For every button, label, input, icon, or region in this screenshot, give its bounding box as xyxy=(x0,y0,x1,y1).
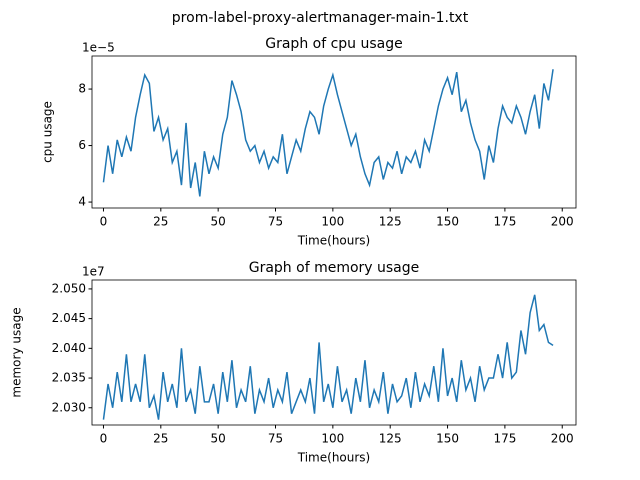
line-series xyxy=(102,69,554,197)
x-tick-label: 100 xyxy=(321,432,344,446)
x-axis-label: Time(hours) xyxy=(297,234,370,248)
offset-text: 1e7 xyxy=(82,265,105,279)
y-tick-label: 6 xyxy=(78,138,86,152)
x-tick-label: 125 xyxy=(379,432,402,446)
x-tick-label: 175 xyxy=(493,432,516,446)
axes-frame xyxy=(91,55,577,209)
y-tick-label: 2.040 xyxy=(52,341,86,355)
x-tick-label: 0 xyxy=(100,432,108,446)
x-tick-label: 0 xyxy=(100,215,108,229)
x-tick-label: 150 xyxy=(436,432,459,446)
y-tick-label: 2.050 xyxy=(52,281,86,295)
x-tick-label: 75 xyxy=(268,215,283,229)
x-tick-label: 200 xyxy=(551,432,574,446)
x-tick-label: 25 xyxy=(153,215,168,229)
x-tick-label: 125 xyxy=(379,215,402,229)
x-axis-label: Time(hours) xyxy=(297,451,370,465)
y-axis-label: memory usage xyxy=(10,307,24,397)
x-tick-label: 200 xyxy=(551,215,574,229)
line-series xyxy=(102,294,554,420)
y-tick-label: 4 xyxy=(78,195,86,209)
y-tick-label: 2.030 xyxy=(52,400,86,414)
y-tick-label: 2.045 xyxy=(52,311,86,325)
x-tick-label: 175 xyxy=(493,215,516,229)
x-tick-label: 150 xyxy=(436,215,459,229)
x-tick-label: 50 xyxy=(211,432,226,446)
axes-title: Graph of cpu usage xyxy=(265,36,403,52)
x-tick-label: 75 xyxy=(268,432,283,446)
x-tick-label: 50 xyxy=(211,215,226,229)
y-tick-label: 2.035 xyxy=(52,371,86,385)
y-axis-label: cpu usage xyxy=(41,101,55,163)
figure-title: prom-label-proxy-alertmanager-main-1.txt xyxy=(172,10,469,26)
y-tick-label: 8 xyxy=(78,82,86,96)
axes-frame xyxy=(91,279,577,426)
x-tick-label: 100 xyxy=(321,215,344,229)
offset-text: 1e−5 xyxy=(82,41,115,55)
x-tick-label: 25 xyxy=(153,432,168,446)
axes-title: Graph of memory usage xyxy=(249,260,420,276)
